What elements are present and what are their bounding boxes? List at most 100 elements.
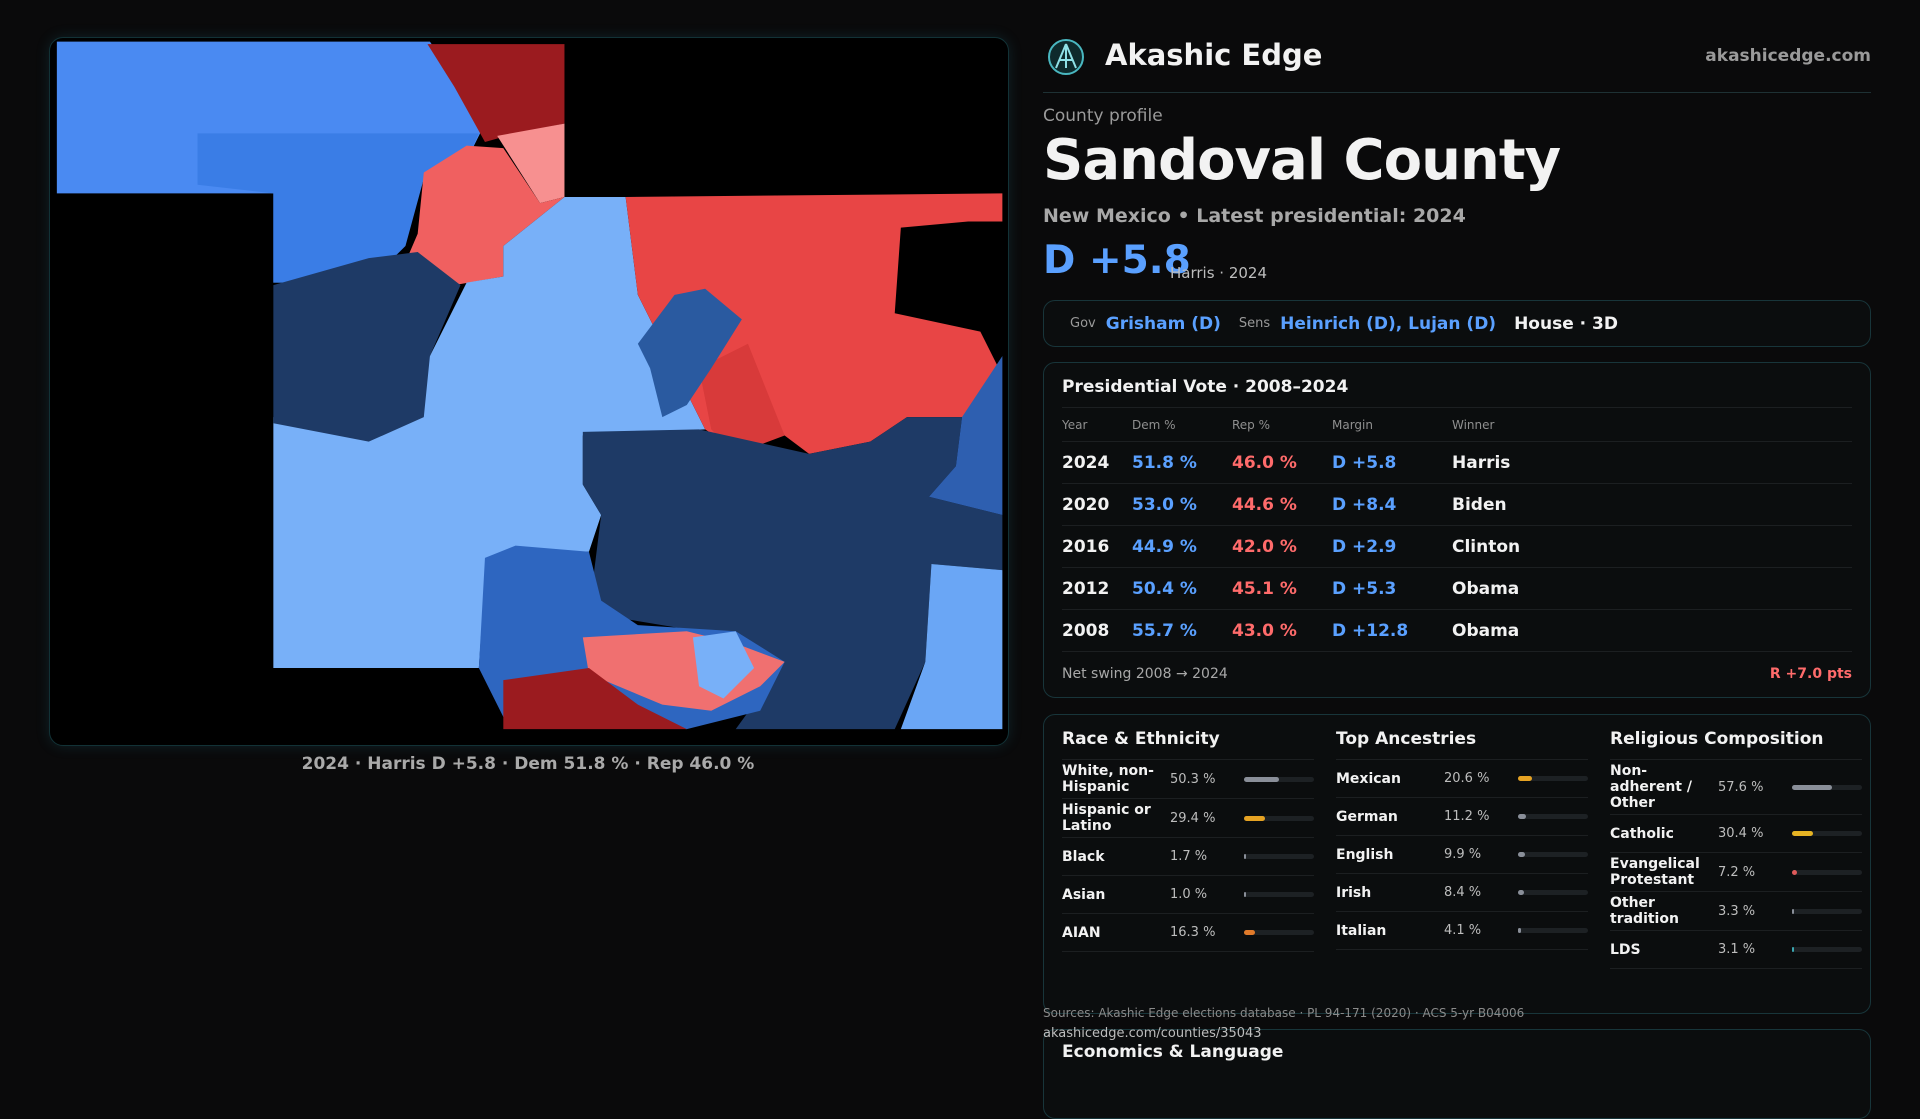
cell: 2016 [1062, 525, 1132, 568]
bar-track [1792, 784, 1862, 790]
row-pct: 16.3 % [1170, 925, 1216, 940]
demographic-row: Other tradition 3.3 % [1610, 892, 1862, 931]
cell: 44.9 % [1132, 525, 1232, 568]
bar-track [1518, 928, 1588, 933]
bar-fill [1792, 908, 1795, 914]
row-pct: 7.2 % [1718, 864, 1756, 880]
margin-note: Harris · 2024 [1170, 264, 1268, 282]
official-name: Heinrich (D), Lujan (D) [1280, 313, 1497, 334]
demographic-row: German 11.2 % [1336, 798, 1588, 836]
row-label: Irish [1336, 884, 1372, 901]
row-pct: 20.6 % [1444, 771, 1490, 786]
officials: Gov Grisham (D) Sens Heinrich (D), Lujan (D… [1043, 300, 1871, 347]
official-label: Sens [1238, 316, 1271, 331]
row-pct: 29.4 % [1170, 810, 1216, 826]
column-header: Dem % [1132, 408, 1232, 442]
economics-card: Economics & Language [1043, 1029, 1871, 1119]
swing-value: R +7.0 pts [1769, 666, 1852, 682]
county-map [56, 41, 1003, 730]
group-title: Top Ancestries [1336, 729, 1588, 760]
bar-fill [1518, 890, 1524, 895]
result-row: 2016 44.9 % 42.0 % D +2.9 Clinton [1062, 525, 1852, 568]
divider [1043, 92, 1871, 93]
demographic-row: English 9.9 % [1336, 836, 1588, 874]
bar-fill [1244, 776, 1280, 782]
cell: Obama [1452, 609, 1852, 652]
demographic-row: AIAN 16.3 % [1062, 914, 1314, 952]
logo [1048, 39, 1084, 75]
demographic-group: Religious Composition Non-adherent / Othe… [1610, 729, 1862, 999]
demographic-row: LDS 3.1 % [1610, 931, 1862, 969]
map-panel [49, 37, 1009, 746]
cell: 45.1 % [1232, 567, 1332, 610]
row-label: Catholic [1610, 825, 1674, 842]
result-row: 2008 55.7 % 43.0 % D +12.8 Obama [1062, 609, 1852, 652]
demographic-row: Italian 4.1 % [1336, 912, 1588, 950]
row-label: Other tradition [1610, 895, 1679, 927]
bar-fill [1244, 854, 1246, 859]
cell: 50.4 % [1132, 567, 1232, 610]
kicker: County profile [1043, 106, 1163, 126]
bar-fill [1792, 831, 1814, 836]
row-pct: 3.1 % [1718, 942, 1756, 957]
row-pct: 1.7 % [1170, 849, 1208, 864]
row-pct: 1.0 % [1170, 887, 1208, 902]
card-title: Presidential Vote · 2008–2024 [1062, 377, 1852, 408]
cell: Obama [1452, 567, 1852, 610]
demographic-row: Catholic 30.4 % [1610, 815, 1862, 853]
group-title: Religious Composition [1610, 729, 1862, 760]
cell: 43.0 % [1232, 609, 1332, 652]
row-label: Black [1062, 848, 1105, 865]
cell: 42.0 % [1232, 525, 1332, 568]
bar-track [1518, 776, 1588, 781]
group-title: Race & Ethnicity [1062, 729, 1314, 760]
bar-track [1244, 892, 1314, 897]
row-pct: 4.1 % [1444, 923, 1482, 938]
demographic-row: Evangelical Protestant 7.2 % [1610, 853, 1862, 892]
row-label: Hispanic or Latino [1062, 802, 1151, 834]
row-pct: 11.2 % [1444, 809, 1490, 824]
bar-track [1518, 814, 1588, 819]
cell: Harris [1452, 441, 1852, 484]
bar-fill [1518, 852, 1525, 857]
cell: 53.0 % [1132, 483, 1232, 526]
cell: D +8.4 [1332, 483, 1452, 526]
cell: Biden [1452, 483, 1852, 526]
demographic-row: Hispanic or Latino 29.4 % [1062, 799, 1314, 838]
row-label: German [1336, 808, 1398, 825]
card-title: Economics & Language [1062, 1042, 1284, 1062]
official-label: Gov [1070, 316, 1096, 331]
cell: D +12.8 [1332, 609, 1452, 652]
sources: Sources: Akashic Edge elections database… [1043, 1006, 1525, 1020]
bar-fill [1244, 930, 1256, 935]
cell: 2008 [1062, 609, 1132, 652]
cell: 2020 [1062, 483, 1132, 526]
cell: 46.0 % [1232, 441, 1332, 484]
demographic-row: White, non-Hispanic 50.3 % [1062, 760, 1314, 799]
demographics-card: Race & Ethnicity White, non-Hispanic 50.3 … [1043, 714, 1871, 1014]
demographic-row: Irish 8.4 % [1336, 874, 1588, 912]
swing-label: Net swing 2008 → 2024 [1062, 666, 1228, 682]
bar-track [1792, 831, 1862, 836]
row-label: White, non-Hispanic [1062, 763, 1154, 795]
url[interactable]: akashicedge.com/counties/35043 [1043, 1026, 1262, 1041]
cell: Clinton [1452, 525, 1852, 568]
column-header: Year [1062, 408, 1132, 442]
cell: 51.8 % [1132, 441, 1232, 484]
site-link[interactable]: akashicedge.com [1705, 46, 1871, 66]
row-pct: 57.6 % [1718, 779, 1764, 795]
cell: 44.6 % [1232, 483, 1332, 526]
demographic-row: Non-adherent / Other 57.6 % [1610, 760, 1862, 815]
row-label: Evangelical Protestant [1610, 856, 1700, 888]
profile-panel: Akashic Edge akashicedge.com County prof… [1043, 0, 1871, 1119]
bar-track [1792, 908, 1862, 914]
page: {"header":{"brand":"Akashic Edge","site"… [49, 0, 1871, 1119]
demographic-row: Asian 1.0 % [1062, 876, 1314, 914]
presidential-card: Presidential Vote · 2008–2024 Year Dem % R… [1043, 362, 1871, 698]
bar-track [1792, 869, 1862, 875]
row-pct: 50.3 % [1170, 771, 1216, 787]
row-label: Asian [1062, 886, 1106, 903]
swing: Net swing 2008 → 2024 R +7.0 pts [1062, 666, 1852, 682]
demographic-group: Race & Ethnicity White, non-Hispanic 50.3 … [1062, 729, 1314, 999]
column-header: Winner [1452, 408, 1852, 442]
